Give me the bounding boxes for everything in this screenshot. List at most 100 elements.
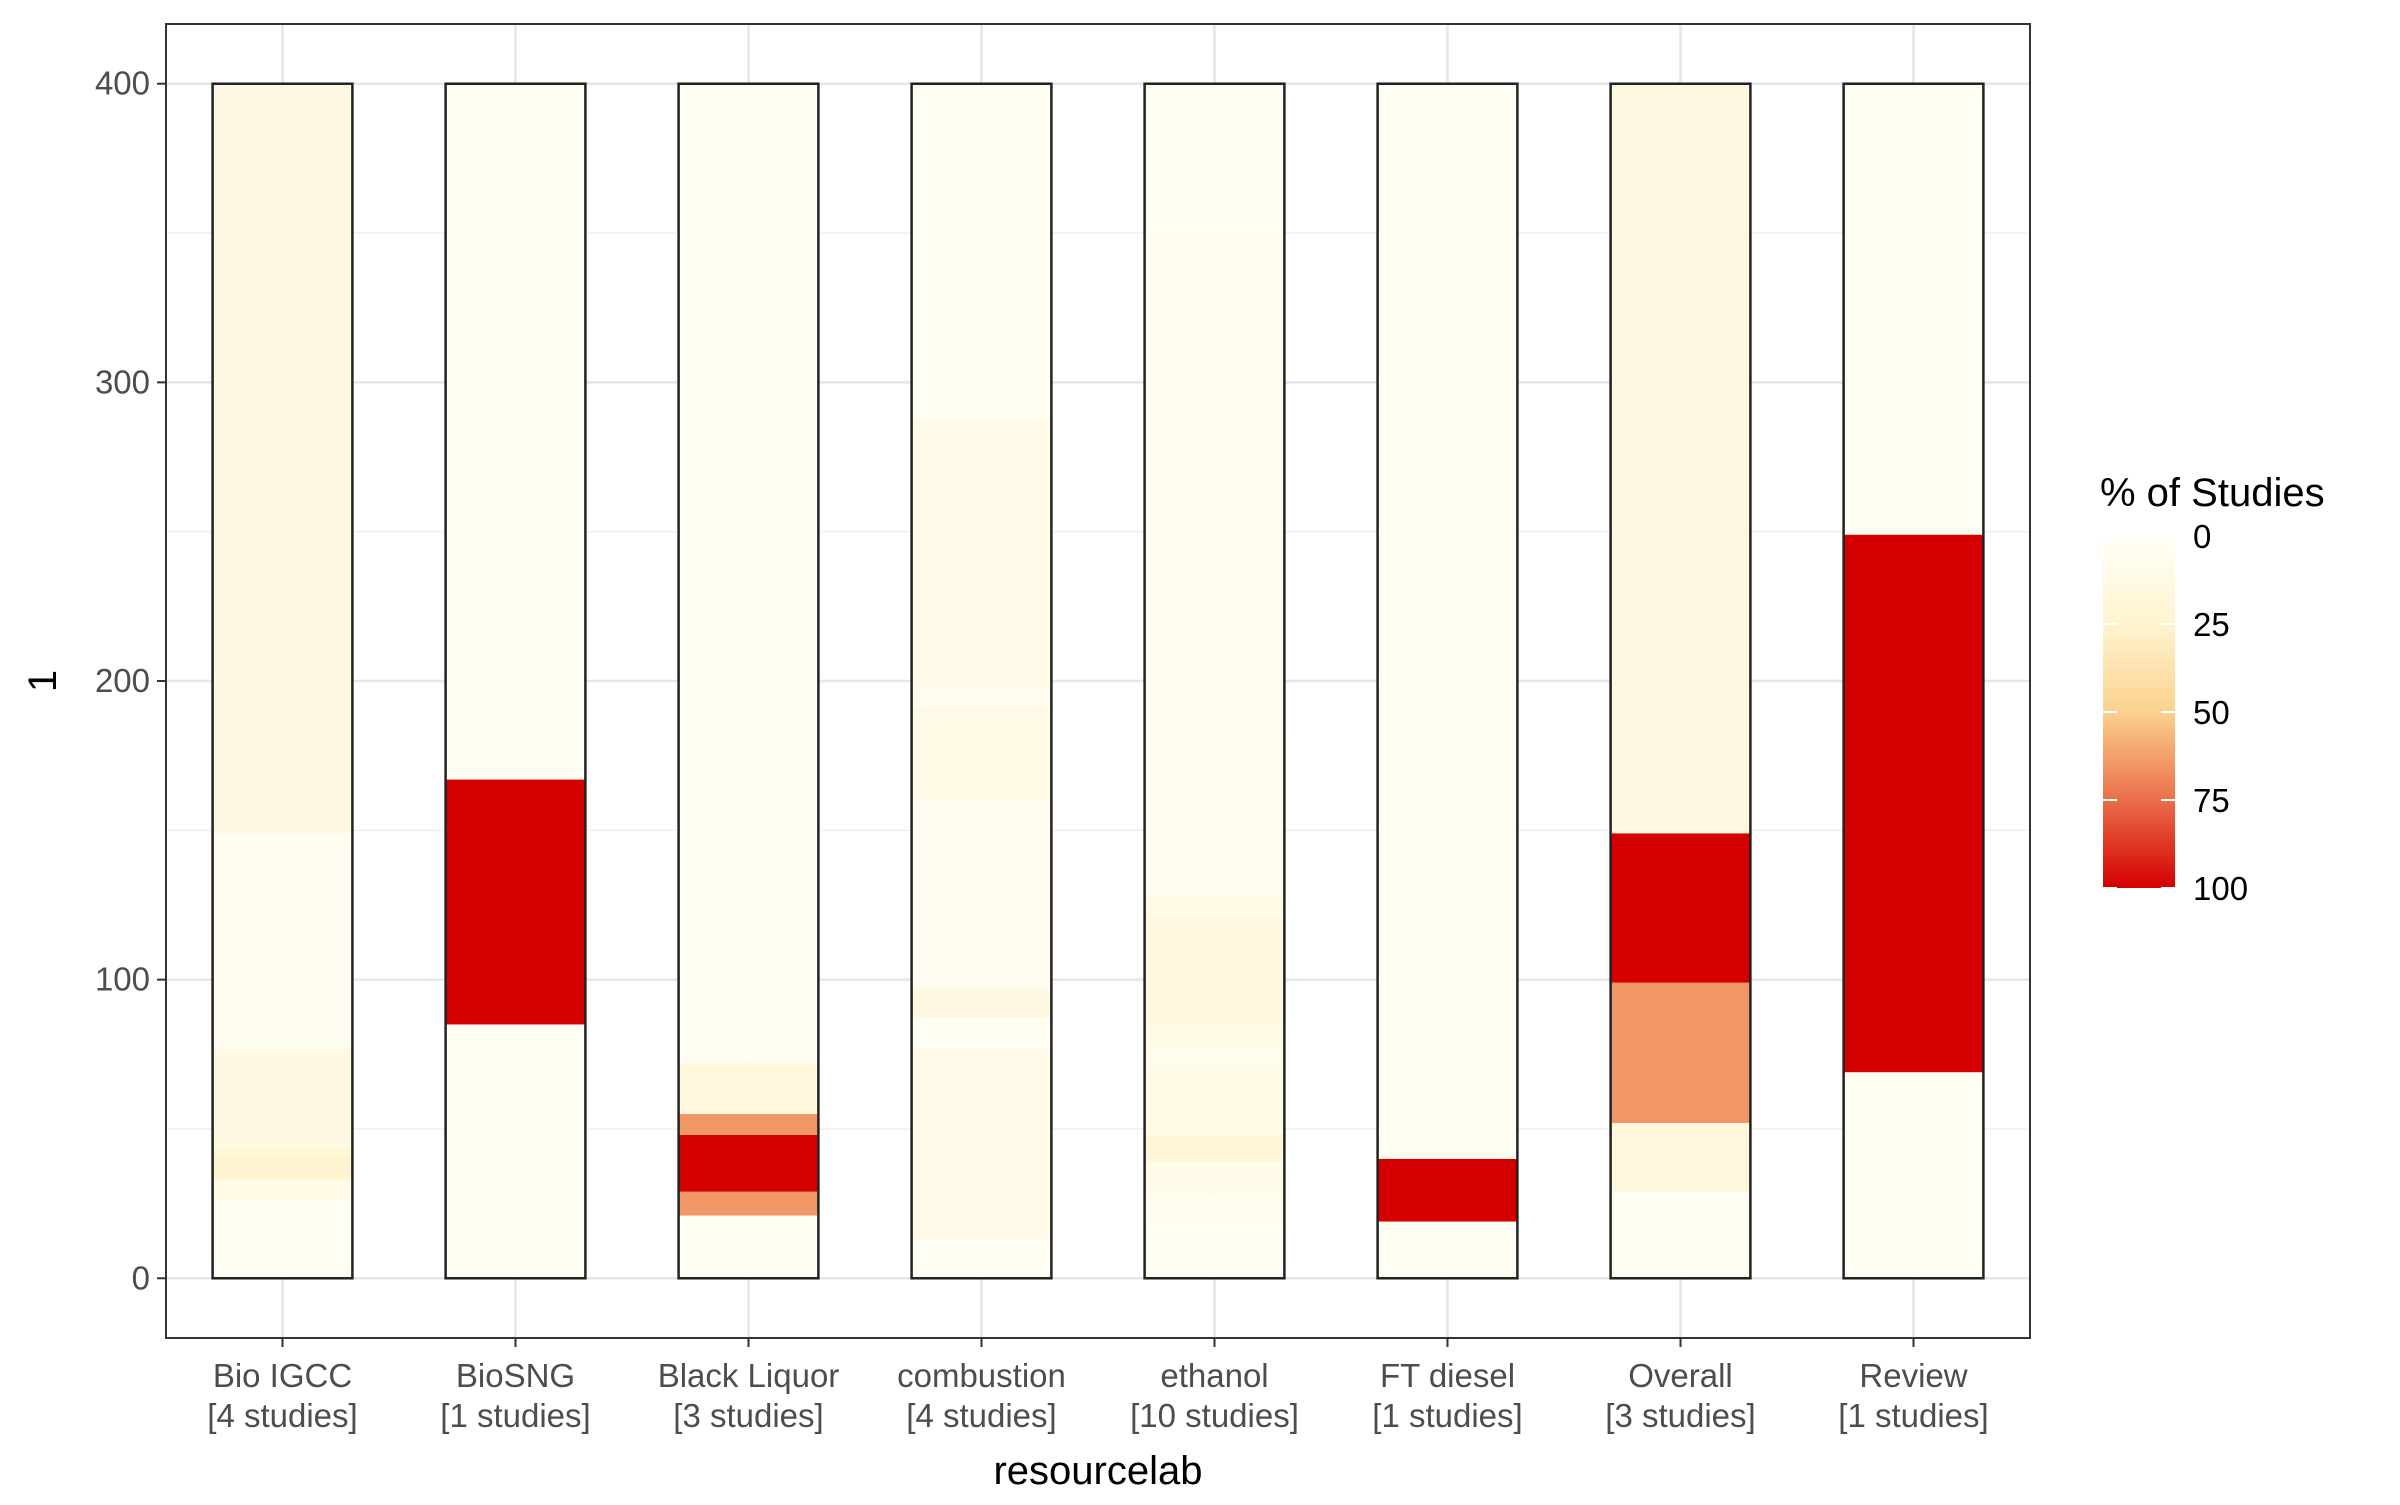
x-tick-sublabel: [1 studies] (1838, 1397, 1988, 1434)
bar-segment (911, 1239, 1052, 1279)
bar-segment (1144, 1194, 1285, 1225)
bar-segment (1144, 896, 1285, 917)
bar-segment (1377, 1158, 1518, 1222)
bar-segment (678, 1134, 819, 1192)
bar-segment (1610, 1122, 1751, 1192)
x-tick-sublabel: [1 studies] (440, 1397, 590, 1434)
legend-tick-label: 50 (2193, 694, 2230, 731)
bar-segment (678, 1114, 819, 1135)
bar-segment (1144, 233, 1285, 741)
legend-tick-label: 75 (2193, 782, 2230, 819)
legend: % of Studies 0 25 50 75 100 (2100, 471, 2325, 907)
bar-segment (1144, 1024, 1285, 1049)
x-tick-label: Bio IGCC (213, 1357, 352, 1394)
x-tick-label: BioSNG (456, 1357, 575, 1394)
y-tick-label: 400 (95, 65, 150, 102)
bar-segment (1144, 1134, 1285, 1162)
bar-segment (212, 1179, 353, 1201)
bar-segment (678, 1063, 819, 1115)
bar-outline (910, 82, 1053, 1280)
bar-segment (1843, 1072, 1984, 1279)
legend-title: % of Studies (2100, 471, 2325, 515)
bar-segment (911, 800, 1052, 989)
bar-segment (212, 1200, 353, 1279)
legend-ticks: 0 25 50 75 100 (2103, 518, 2248, 907)
bar-segment (911, 83, 1052, 419)
y-tick-label: 100 (95, 961, 150, 998)
x-tick-sublabel: [10 studies] (1130, 1397, 1299, 1434)
bar-segment (1843, 83, 1984, 535)
x-tick-sublabel: [4 studies] (906, 1397, 1056, 1434)
y-tick-label: 0 (132, 1259, 150, 1296)
x-tick-sublabel: [1 studies] (1372, 1397, 1522, 1434)
bar-segment (1610, 1191, 1751, 1279)
bar-segment (911, 689, 1052, 708)
bar-segment (911, 988, 1052, 1019)
bar-segment (678, 1191, 819, 1216)
bar-outline (211, 82, 354, 1280)
bar-segment (212, 83, 353, 834)
bar-outline (444, 82, 587, 1280)
x-tick-sublabel: [3 studies] (1605, 1397, 1755, 1434)
bar-segment (1377, 83, 1518, 1159)
bar-segment (212, 1048, 353, 1147)
bar-segment (445, 83, 586, 780)
bar-bio-igcc (211, 82, 354, 1280)
x-axis-title: resourcelab (993, 1449, 1202, 1493)
y-axis-title: 1 (21, 670, 65, 692)
bar-outline (1842, 82, 1985, 1280)
x-tick-label: Review (1859, 1357, 1967, 1394)
bars (211, 82, 1985, 1280)
bar-segment (911, 1018, 1052, 1049)
bar-overall (1609, 82, 1752, 1280)
y-tick-label: 300 (95, 363, 150, 400)
bar-segment (1610, 833, 1751, 983)
bar-segment (1144, 740, 1285, 897)
bar-segment (1610, 982, 1751, 1123)
x-tick-label: combustion (897, 1357, 1066, 1394)
bar-ethanol (1143, 82, 1286, 1280)
bar-review (1842, 82, 1985, 1280)
bar-black-liquor (677, 82, 820, 1280)
bar-segment (678, 1215, 819, 1279)
x-tick-label: FT diesel (1380, 1357, 1515, 1394)
legend-tick-label: 0 (2193, 518, 2211, 555)
x-tick-sublabel: [3 studies] (673, 1397, 823, 1434)
bar-segment (1843, 534, 1984, 1073)
bar-biosng (444, 82, 587, 1280)
bar-segment (1144, 1066, 1285, 1135)
bar-combustion (910, 82, 1053, 1280)
legend-tick-label: 25 (2193, 606, 2230, 643)
y-axis: 0 100 200 300 400 (95, 65, 166, 1296)
legend-tick-label: 100 (2193, 870, 2248, 907)
bar-segment (212, 1146, 353, 1156)
bar-segment (1377, 1221, 1518, 1279)
bar-segment (1144, 1048, 1285, 1067)
x-axis: Bio IGCC[4 studies]BioSNG[1 studies]Blac… (207, 1338, 1989, 1434)
bar-segment (911, 1048, 1052, 1240)
bar-segment (1144, 83, 1285, 234)
x-tick-label: ethanol (1160, 1357, 1268, 1394)
bar-outline (677, 82, 820, 1280)
bar-outline (1143, 82, 1286, 1280)
bar-segment (1144, 1224, 1285, 1279)
bar-segment (911, 418, 1052, 690)
bar-segment (911, 707, 1052, 801)
bar-segment (1610, 83, 1751, 834)
bar-segment (445, 1024, 586, 1279)
bar-segment (212, 833, 353, 1049)
x-tick-sublabel: [4 studies] (207, 1397, 357, 1434)
bar-segment (1144, 916, 1285, 1025)
bar-segment (1144, 1161, 1285, 1195)
bar-ft-diesel (1376, 82, 1519, 1280)
bar-segment (212, 1155, 353, 1180)
bar-segment (678, 83, 819, 1064)
bar-outline (1609, 82, 1752, 1280)
y-tick-label: 200 (95, 662, 150, 699)
bar-segment (445, 779, 586, 1025)
bar-outline (1376, 82, 1519, 1280)
x-tick-label: Black Liquor (658, 1357, 840, 1394)
x-tick-label: Overall (1628, 1357, 1733, 1394)
